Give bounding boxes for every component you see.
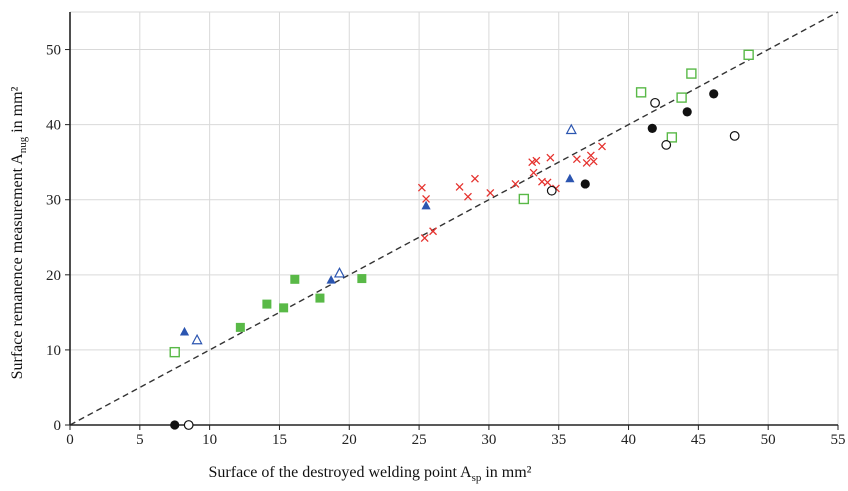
data-point-circle-filled: [580, 179, 590, 189]
x-tick-label: 0: [66, 432, 74, 448]
x-tick-label: 15: [272, 432, 287, 448]
data-point-square-open: [743, 49, 754, 61]
data-point-cross: [420, 234, 429, 242]
data-point-circle-open: [546, 185, 557, 196]
x-tick-label: 30: [481, 432, 496, 448]
reference-line: [69, 11, 839, 426]
data-point-square-filled: [235, 322, 245, 332]
x-axis-title-tail: in mm²: [481, 464, 531, 481]
x-tick-label: 25: [412, 432, 427, 448]
data-point-cross: [582, 158, 591, 167]
data-point-triangle-open: [191, 333, 203, 345]
y-axis-title-sub: nug: [17, 136, 29, 153]
y-axis-title-main: Surface remanence measurement A: [9, 153, 26, 380]
data-point-triangle-filled: [421, 200, 431, 210]
data-points: [169, 49, 754, 430]
data-point-cross: [589, 157, 598, 166]
y-tick-label: 20: [46, 268, 61, 284]
y-axis-title: Surface remanence measurement Anug in mm…: [9, 86, 29, 379]
data-point-square-open: [169, 346, 180, 358]
x-tick-label: 20: [342, 432, 357, 448]
data-point-cross: [529, 168, 538, 177]
data-point-circle-filled: [682, 107, 692, 117]
x-tick-label: 45: [691, 432, 706, 448]
data-point-square-filled: [279, 303, 289, 313]
x-axis-title: Surface of the destroyed welding point A…: [209, 464, 532, 484]
data-point-triangle-filled: [179, 326, 190, 336]
data-point-cross: [486, 189, 495, 197]
data-point-circle-filled: [709, 89, 719, 99]
data-point-square-open: [676, 92, 687, 103]
data-point-cross: [429, 227, 438, 236]
y-tick-label: 50: [46, 43, 61, 59]
reference-line-group: [69, 11, 839, 426]
data-point-circle-open: [183, 420, 194, 430]
data-point-cross: [532, 156, 541, 165]
data-point-cross: [455, 183, 464, 191]
data-point-square-open: [518, 193, 530, 205]
data-point-cross: [470, 174, 479, 183]
data-point-cross: [572, 155, 581, 164]
data-point-circle-filled: [647, 123, 657, 133]
data-point-cross: [586, 151, 595, 160]
data-point-triangle-open: [565, 123, 577, 135]
data-point-cross: [417, 183, 426, 192]
data-point-square-filled: [315, 293, 325, 303]
data-point-triangle-open: [333, 267, 346, 278]
y-tick-label: 30: [46, 193, 61, 209]
data-point-circle-open: [729, 130, 740, 141]
data-point-triangle-filled: [565, 173, 575, 183]
data-point-square-filled: [262, 299, 272, 309]
y-axis-title-tail: in mm²: [9, 86, 26, 136]
x-tick-label: 35: [551, 432, 566, 448]
y-tick-label: 40: [46, 118, 61, 134]
y-tick-label: 0: [54, 418, 62, 434]
y-tick-label: 10: [46, 343, 61, 359]
data-point-cross: [543, 178, 552, 187]
data-point-circle-open: [650, 97, 660, 108]
x-tick-label: 55: [831, 432, 846, 448]
axes: [65, 12, 839, 430]
data-point-square-open: [666, 132, 678, 143]
x-axis-title-sub: sp: [472, 472, 482, 484]
data-point-square-open: [686, 68, 697, 79]
data-point-cross: [546, 153, 555, 162]
tick-labels: 0 5 10 15 20 25 30 35 40 45 50 55 0 10 20 30 40 50: [46, 43, 846, 448]
x-tick-label: 5: [136, 432, 144, 448]
x-tick-label: 10: [202, 432, 217, 448]
data-point-cross: [511, 179, 520, 188]
data-point-square-filled: [357, 274, 367, 284]
x-tick-label: 50: [761, 432, 776, 448]
data-point-triangle-filled: [326, 275, 336, 284]
data-point-cross: [464, 192, 472, 201]
data-point-cross: [422, 195, 431, 203]
x-tick-label: 40: [621, 432, 636, 448]
data-point-cross: [598, 142, 606, 151]
grid-lines: [70, 11, 839, 425]
x-axis-title-main: Surface of the destroyed welding point A: [209, 464, 472, 481]
data-point-circle-open: [661, 140, 672, 150]
data-point-square-open: [635, 87, 647, 98]
data-point-cross: [528, 158, 537, 167]
data-point-square-filled: [290, 274, 300, 284]
data-point-circle-filled: [170, 420, 180, 430]
